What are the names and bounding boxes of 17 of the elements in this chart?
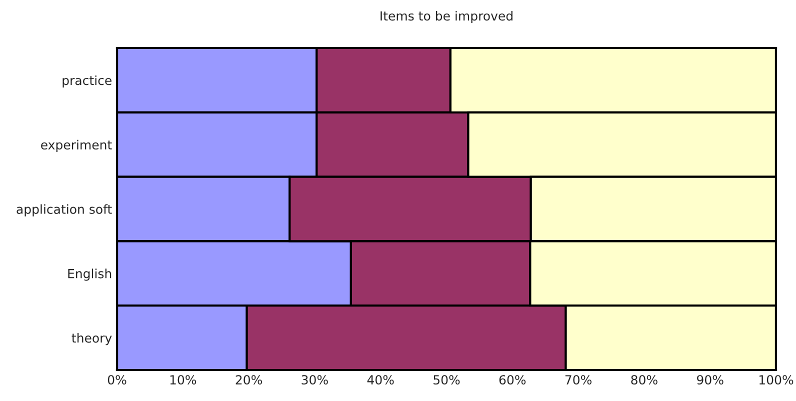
x-tick-label: 70% [565,375,592,385]
x-tick-label: 30% [302,375,328,385]
x-tick-label: 20% [236,375,262,385]
x-tick-label: 90% [696,375,724,385]
y-tick-label: practice [62,75,112,88]
x-tick-label: 50% [434,375,460,385]
chart-title: Items to be improved [380,10,512,24]
x-tick-label: 100% [760,375,794,385]
y-tick-label: experiment [41,140,112,152]
y-tick-label: English [68,268,112,281]
y-tick-label: application soft [16,204,112,216]
x-tick-label: 0% [108,375,126,385]
y-tick-label: theory [72,333,112,346]
x-tick-label: 40% [367,375,394,385]
x-tick-label: 60% [499,375,526,385]
x-tick-label: 10% [170,375,196,385]
x-tick-label: 80% [631,375,658,385]
